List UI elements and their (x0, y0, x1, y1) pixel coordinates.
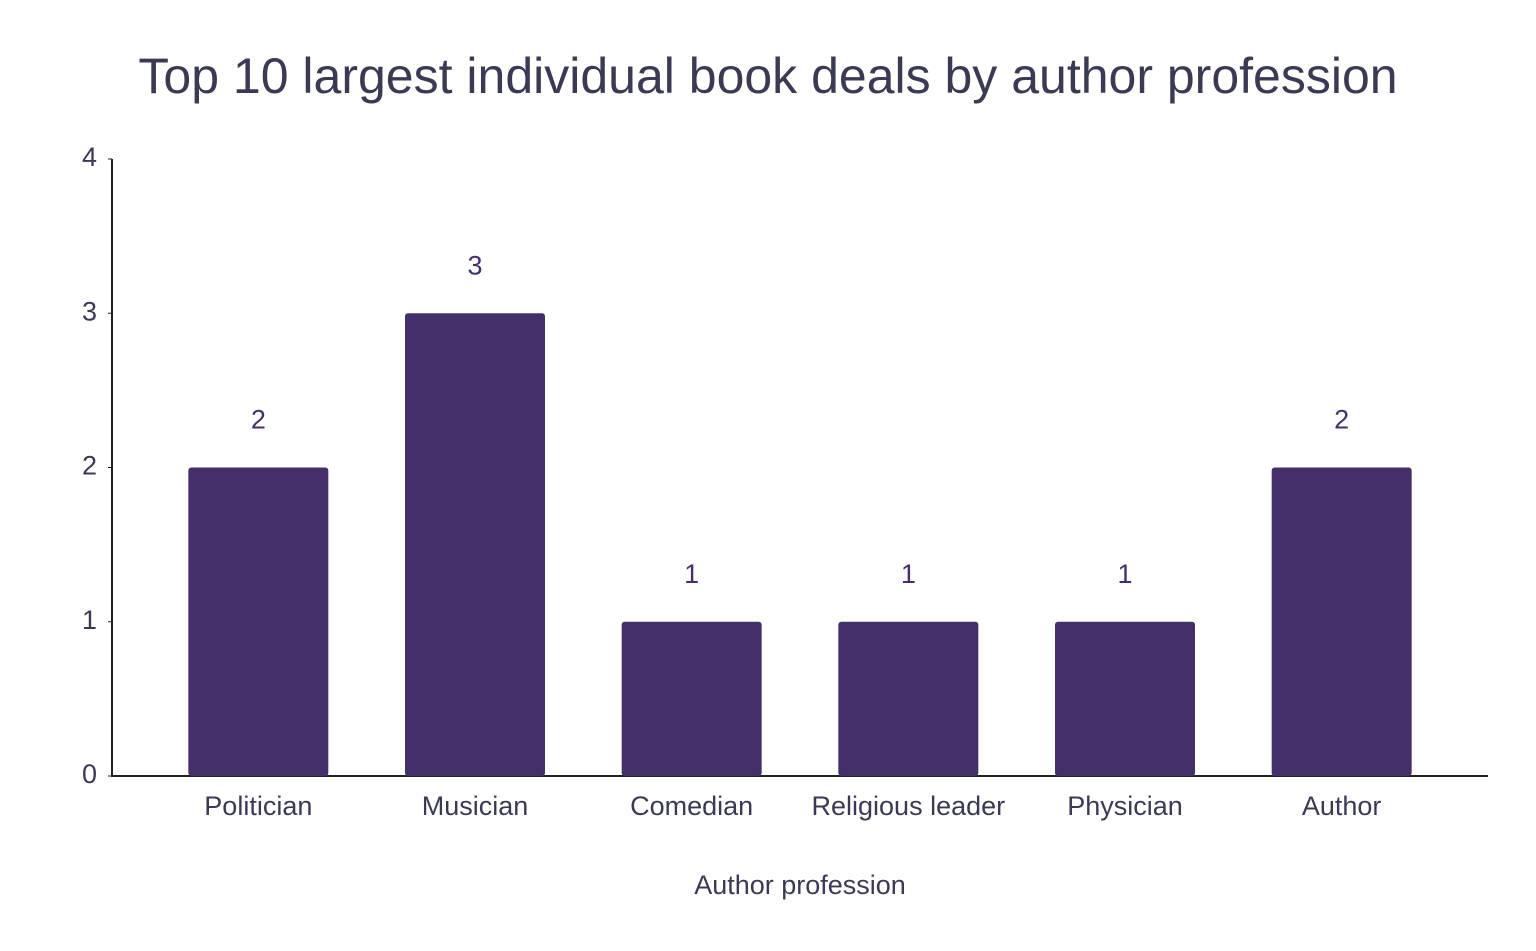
value-label: 1 (901, 559, 916, 589)
bar (1271, 467, 1412, 776)
x-tick-label: Comedian (630, 791, 753, 821)
x-tick-label: Religious leader (812, 791, 1006, 821)
bar (1055, 621, 1195, 776)
y-tick-label: 3 (82, 296, 97, 326)
x-tick-label: Physician (1067, 791, 1183, 821)
bar (188, 467, 329, 776)
bar (405, 313, 545, 776)
x-axis-title: Author profession (694, 870, 906, 900)
x-tick-label: Politician (204, 791, 312, 821)
y-tick-label: 4 (82, 142, 97, 172)
x-tick-label: Author (1302, 791, 1382, 821)
x-tick-label: Musician (422, 791, 529, 821)
y-tick-label: 1 (82, 605, 97, 635)
bar (621, 621, 762, 776)
value-label: 2 (1334, 405, 1349, 435)
value-label: 1 (1117, 559, 1132, 589)
bar (838, 621, 979, 776)
value-label: 2 (251, 405, 266, 435)
value-label: 1 (684, 559, 699, 589)
y-tick-label: 0 (82, 759, 97, 789)
y-tick-label: 2 (82, 451, 97, 481)
chart-title: Top 10 largest individual book deals by … (138, 48, 1397, 104)
value-label: 3 (467, 250, 482, 280)
